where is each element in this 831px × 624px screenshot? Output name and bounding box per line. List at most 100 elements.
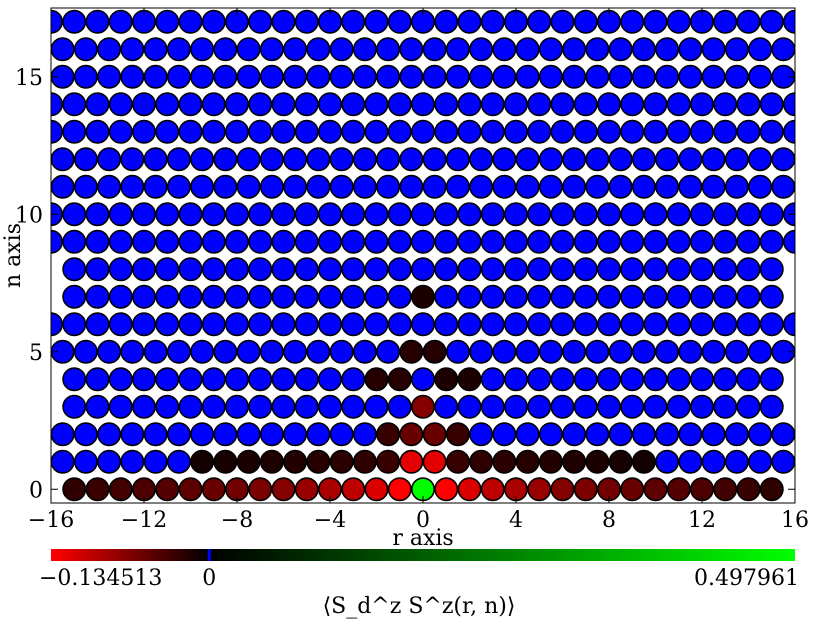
data-point (724, 422, 749, 447)
data-point (341, 367, 366, 392)
data-point (434, 477, 459, 502)
data-point (73, 64, 98, 89)
y-tick-label: 15 (15, 66, 43, 91)
data-point (503, 257, 528, 282)
data-point (248, 367, 273, 392)
data-point (713, 257, 738, 282)
data-point (434, 92, 459, 117)
data-point (469, 37, 494, 62)
data-point (573, 394, 598, 419)
data-point (538, 147, 563, 172)
data-point (341, 92, 366, 117)
data-point (736, 477, 761, 502)
data-point (97, 449, 122, 474)
data-point (178, 257, 203, 282)
data-point (689, 394, 714, 419)
data-point (620, 394, 645, 419)
data-point (85, 119, 110, 144)
data-point (387, 119, 412, 144)
data-point (62, 477, 87, 502)
data-point (108, 92, 133, 117)
data-point (259, 147, 284, 172)
data-point (434, 202, 459, 227)
data-point (155, 367, 180, 392)
data-point (736, 9, 761, 34)
data-point (422, 422, 447, 447)
data-point (480, 284, 505, 309)
data-point (736, 119, 761, 144)
data-point (271, 284, 296, 309)
data-point (132, 202, 157, 227)
data-point (283, 147, 308, 172)
data-point (666, 9, 691, 34)
data-point (132, 92, 157, 117)
data-point (283, 64, 308, 89)
data-point (376, 147, 401, 172)
x-tick-label: −4 (314, 508, 346, 533)
data-point (317, 367, 342, 392)
colorbar (51, 549, 795, 561)
data-point (701, 147, 726, 172)
data-point (713, 119, 738, 144)
data-point (550, 394, 575, 419)
data-point (294, 477, 319, 502)
data-point (62, 367, 87, 392)
data-point (666, 202, 691, 227)
data-point (480, 477, 505, 502)
data-point (51, 92, 63, 117)
data-point (713, 229, 738, 254)
data-point (51, 449, 75, 474)
data-point (596, 92, 621, 117)
data-point (236, 339, 261, 364)
data-point (550, 92, 575, 117)
data-point (724, 37, 749, 62)
data-point (620, 284, 645, 309)
data-point (713, 394, 738, 419)
data-point (317, 394, 342, 419)
data-point (538, 64, 563, 89)
x-tick-label: −12 (121, 508, 167, 533)
data-point (457, 202, 482, 227)
data-point (329, 147, 354, 172)
y-tick-label: 5 (29, 341, 43, 366)
data-point (410, 229, 435, 254)
data-point (480, 367, 505, 392)
data-point (201, 119, 226, 144)
data-point (341, 394, 366, 419)
data-point (434, 229, 459, 254)
data-point (271, 312, 296, 337)
data-point (643, 257, 668, 282)
data-point (166, 339, 191, 364)
data-point (620, 257, 645, 282)
data-point (492, 174, 517, 199)
data-point (155, 9, 180, 34)
data-point (631, 449, 656, 474)
data-point (759, 202, 784, 227)
data-point (445, 174, 470, 199)
data-point (410, 284, 435, 309)
data-point (550, 312, 575, 337)
data-point (643, 284, 668, 309)
data-point (236, 37, 261, 62)
data-point (364, 477, 389, 502)
data-point (213, 37, 238, 62)
data-point (201, 202, 226, 227)
data-point (178, 367, 203, 392)
data-point (585, 422, 610, 447)
data-point (620, 92, 645, 117)
data-point (701, 37, 726, 62)
data-point (631, 422, 656, 447)
data-point (225, 284, 250, 309)
data-point (689, 284, 714, 309)
data-point (422, 64, 447, 89)
data-point (724, 174, 749, 199)
data-point (341, 202, 366, 227)
data-point (73, 147, 98, 172)
data-point (387, 367, 412, 392)
data-point (259, 174, 284, 199)
data-point (352, 339, 377, 364)
data-point (759, 92, 784, 117)
data-point (143, 449, 168, 474)
data-point (666, 92, 691, 117)
data-point (399, 422, 424, 447)
